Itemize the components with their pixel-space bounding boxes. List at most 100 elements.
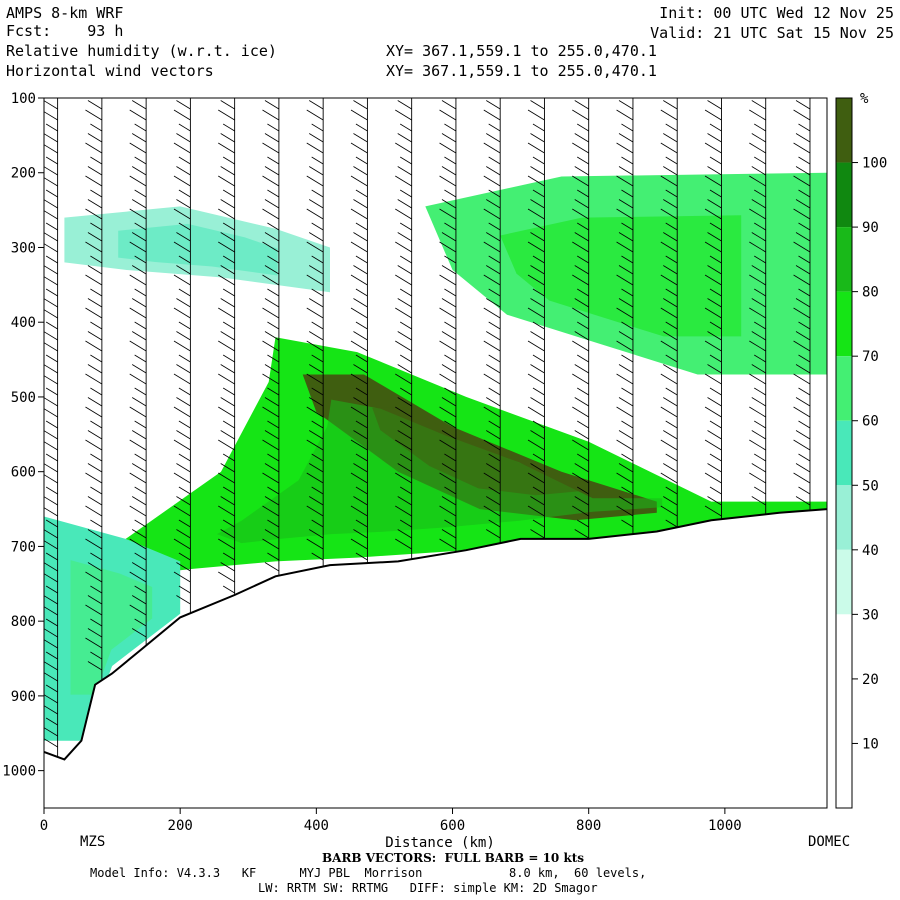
barb-flag [350, 373, 368, 385]
barb-flag [222, 486, 235, 495]
barb-flag [616, 274, 634, 286]
barb-flag [488, 156, 501, 165]
barb-flag [754, 222, 766, 231]
barb-flag [577, 420, 589, 429]
barb-flag [439, 406, 457, 418]
barb-flag [278, 98, 279, 99]
barb-flag [577, 288, 589, 297]
barb-flag [44, 727, 58, 737]
barb-flag [355, 189, 368, 198]
barb-flag [87, 661, 103, 671]
barb-flag [444, 222, 457, 231]
barb-flag [399, 519, 412, 528]
barb-flag [749, 142, 766, 154]
barb-flag [441, 166, 457, 176]
barb-flag [134, 321, 147, 330]
barb-flag [44, 309, 58, 319]
barb-flag [85, 373, 103, 385]
barb-flag [663, 496, 678, 506]
barb-flag [488, 288, 501, 297]
x-axis: 0 200 400 600 800 1000 [40, 808, 742, 834]
barb-flag [218, 505, 235, 517]
barb-flag [660, 340, 678, 352]
barb-flag [795, 133, 811, 143]
barb-flag [530, 166, 545, 176]
barb-flag [264, 166, 280, 176]
barb-flag [439, 109, 457, 121]
barb-flag [267, 453, 280, 462]
barb-flag [665, 222, 678, 231]
barb-flag [44, 562, 58, 572]
barb-flag [350, 109, 368, 121]
barb-flag [131, 628, 147, 638]
barb-flag [399, 255, 412, 264]
barb-flag [530, 331, 545, 341]
barb-flag [309, 529, 324, 539]
right-station: DOMEC [808, 834, 851, 850]
barb-flag [87, 265, 103, 275]
barb-flag [621, 222, 634, 231]
barb-flag [45, 387, 58, 396]
barb-flag [131, 331, 147, 341]
barb-flag [309, 496, 324, 506]
field1-label: Relative humidity (w.r.t. ice) [6, 42, 277, 60]
barb-column [660, 98, 678, 528]
barb-flag [439, 142, 457, 154]
barb-flag [173, 109, 191, 121]
barb-flag [262, 241, 280, 253]
barb-flag [264, 529, 280, 539]
plot-frame [43, 97, 828, 809]
barb-flag [178, 123, 191, 132]
barb-flag [90, 585, 103, 594]
barb-flag [178, 486, 191, 495]
barb-flag [709, 288, 722, 297]
barb-flag [134, 387, 147, 396]
barb-column [483, 98, 501, 544]
barb-flag [527, 406, 545, 418]
rh-band-core-2 [216, 399, 663, 544]
barb-flag [439, 208, 457, 220]
barb-flag [44, 166, 58, 176]
barb-flag [532, 255, 545, 264]
barb-flag [483, 505, 501, 517]
barb-flag [173, 142, 191, 154]
barb-flag [129, 142, 147, 154]
barb-flag [45, 288, 58, 297]
barb-flag [665, 321, 678, 330]
barb-flag [350, 439, 368, 451]
barb-flag [665, 156, 678, 165]
barb-flag [707, 463, 722, 473]
barb-flag [355, 354, 368, 363]
barb-flag [616, 241, 634, 253]
barb-flag [704, 505, 722, 517]
barb-flag [618, 331, 634, 341]
colorbar-label: 20 [862, 672, 879, 688]
barb-flag [577, 453, 589, 462]
barb-flag [176, 364, 191, 374]
barb-flag [532, 486, 545, 495]
barb-flag [527, 340, 545, 352]
barb-flag [397, 397, 412, 407]
barb-column [129, 98, 147, 646]
barb-flag [749, 274, 766, 286]
barb-flag [572, 109, 589, 121]
barb-flag [395, 175, 412, 187]
barb-flag [483, 307, 501, 319]
barb-flag [754, 387, 766, 396]
barb-note: BARB VECTORS: FULL BARB = 10 kts [322, 851, 585, 865]
barb-flag [85, 109, 103, 121]
barb-flag [44, 628, 58, 638]
barb-flag [311, 453, 324, 462]
barb-flag [85, 538, 103, 550]
barb-flag [798, 486, 811, 495]
barb-flag [44, 474, 58, 484]
barb-flag [751, 199, 766, 209]
barb-flag [45, 618, 58, 627]
barb-flag [704, 307, 722, 319]
barb-flag [222, 519, 235, 528]
barb-flag [134, 618, 147, 627]
barb-flag [709, 387, 722, 396]
barb-column [704, 98, 722, 520]
barb-flag [751, 100, 766, 110]
barb-flag [754, 486, 766, 495]
